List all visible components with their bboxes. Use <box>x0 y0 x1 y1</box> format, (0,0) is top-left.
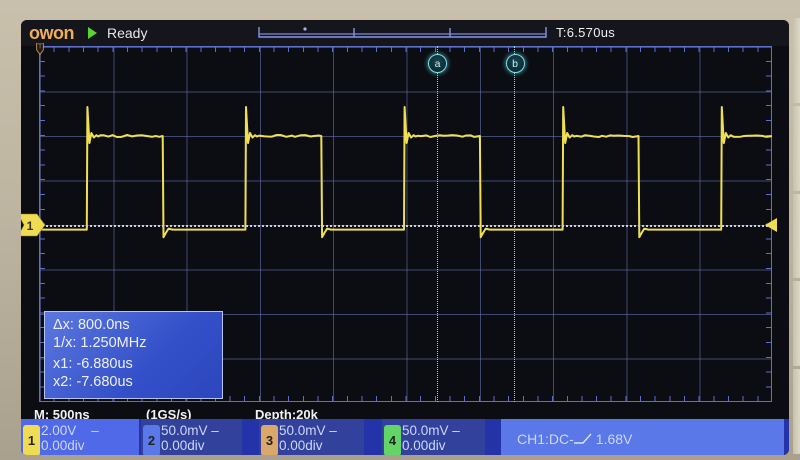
svg-text:1: 1 <box>27 219 34 233</box>
svg-text:T: T <box>38 45 41 51</box>
